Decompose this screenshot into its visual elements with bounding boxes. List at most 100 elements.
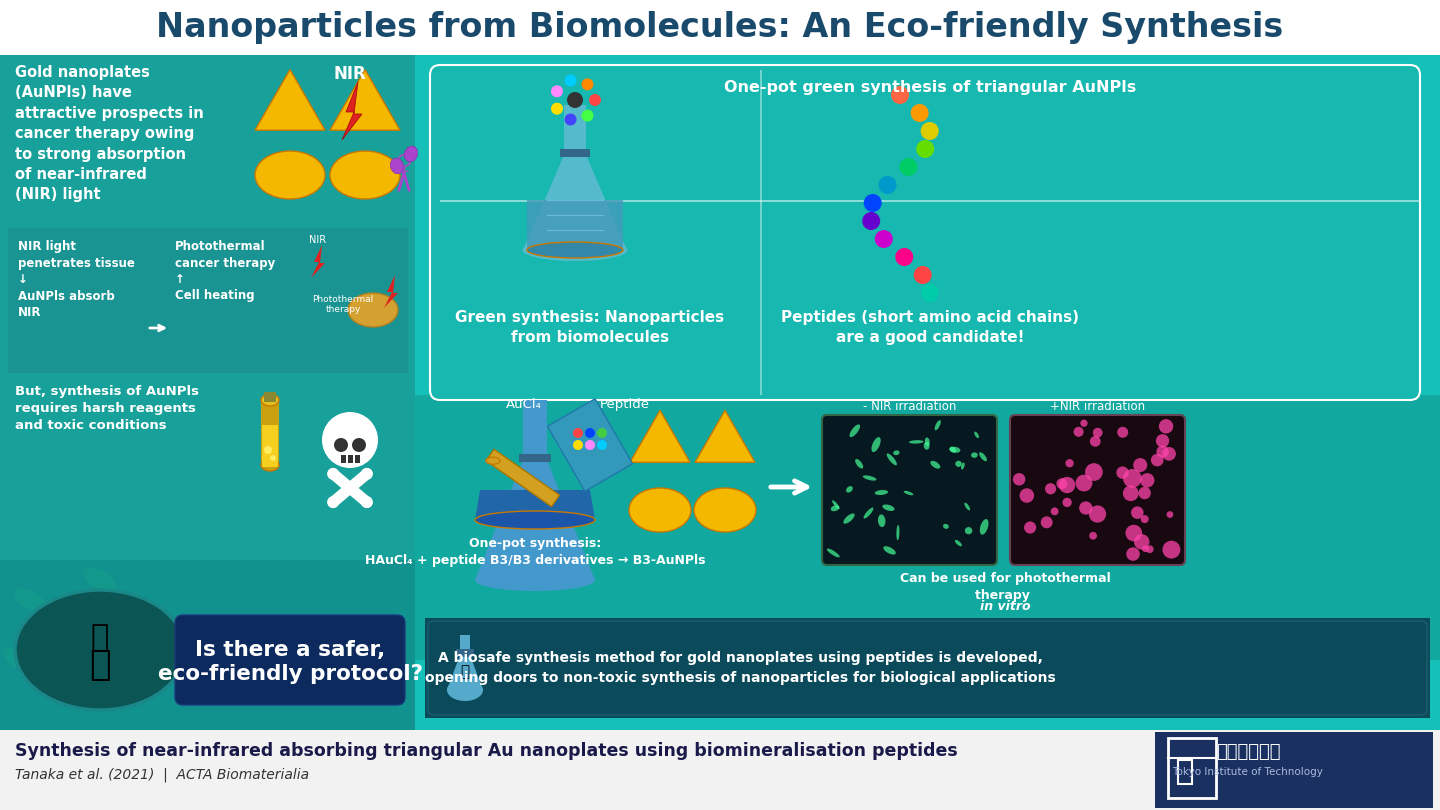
Ellipse shape — [863, 475, 877, 480]
Ellipse shape — [923, 442, 929, 450]
Ellipse shape — [475, 511, 595, 529]
Circle shape — [1156, 446, 1169, 458]
Circle shape — [1126, 548, 1140, 561]
Bar — [425, 618, 1430, 718]
Circle shape — [1139, 487, 1151, 499]
Polygon shape — [631, 411, 690, 463]
Bar — [340, 455, 360, 464]
Ellipse shape — [871, 437, 881, 452]
Circle shape — [1140, 473, 1155, 488]
Circle shape — [1076, 475, 1093, 492]
Bar — [527, 200, 624, 250]
Ellipse shape — [909, 440, 923, 444]
Circle shape — [327, 468, 340, 480]
Bar — [560, 149, 590, 157]
Circle shape — [351, 438, 366, 452]
Circle shape — [582, 79, 593, 91]
Text: +NIR irradiation: +NIR irradiation — [1050, 400, 1145, 413]
FancyBboxPatch shape — [431, 65, 1420, 400]
Circle shape — [1079, 501, 1093, 514]
Ellipse shape — [883, 505, 894, 511]
Text: Nanoparticles from Biomolecules: An Eco-friendly Synthesis: Nanoparticles from Biomolecules: An Eco-… — [157, 11, 1283, 45]
Text: Synthesis of near-infrared absorbing triangular Au nanoplates using biomineralis: Synthesis of near-infrared absorbing tri… — [14, 742, 958, 760]
Ellipse shape — [629, 488, 691, 532]
Ellipse shape — [485, 457, 500, 464]
Ellipse shape — [831, 505, 840, 511]
Bar — [356, 455, 360, 463]
Circle shape — [1086, 463, 1103, 481]
Ellipse shape — [832, 501, 840, 509]
Ellipse shape — [14, 588, 46, 612]
Circle shape — [264, 446, 272, 454]
Circle shape — [1080, 420, 1087, 427]
Text: 🌿: 🌿 — [461, 664, 469, 680]
Circle shape — [598, 440, 608, 450]
Ellipse shape — [874, 490, 888, 495]
Text: Peptide: Peptide — [600, 398, 649, 411]
FancyBboxPatch shape — [822, 415, 996, 565]
Ellipse shape — [904, 491, 913, 495]
Text: One-pot synthesis:
HAuCl₄ + peptide B3/B3 derivatives → B3-AuNPls: One-pot synthesis: HAuCl₄ + peptide B3/B… — [364, 537, 706, 567]
Circle shape — [1159, 419, 1174, 433]
Bar — [441, 200, 1420, 202]
Ellipse shape — [844, 514, 855, 524]
Circle shape — [1126, 525, 1142, 541]
Ellipse shape — [883, 546, 896, 555]
Circle shape — [920, 122, 939, 140]
Ellipse shape — [827, 548, 840, 557]
Circle shape — [323, 412, 377, 468]
Circle shape — [1117, 427, 1129, 437]
Ellipse shape — [348, 293, 397, 327]
Ellipse shape — [943, 524, 949, 529]
Text: in vitro: in vitro — [979, 600, 1030, 613]
Text: NIR: NIR — [310, 235, 327, 245]
Ellipse shape — [949, 446, 956, 453]
FancyBboxPatch shape — [428, 621, 1427, 715]
Ellipse shape — [261, 394, 279, 406]
Circle shape — [334, 438, 348, 452]
Circle shape — [361, 497, 373, 508]
Polygon shape — [485, 450, 560, 506]
Text: One-pot green synthesis of triangular AuNPls: One-pot green synthesis of triangular Au… — [724, 80, 1136, 95]
Text: Tokyo Institute of Technology: Tokyo Institute of Technology — [1172, 767, 1323, 777]
Polygon shape — [255, 70, 325, 130]
Ellipse shape — [65, 608, 96, 632]
Circle shape — [1012, 473, 1025, 485]
Circle shape — [863, 212, 880, 230]
Ellipse shape — [523, 239, 628, 261]
Circle shape — [1142, 546, 1149, 552]
Text: Gold nanoplates
(AuNPls) have
attractive prospects in
cancer therapy owing
to st: Gold nanoplates (AuNPls) have attractive… — [14, 65, 203, 202]
Circle shape — [573, 428, 583, 438]
Circle shape — [1093, 428, 1103, 437]
Circle shape — [585, 440, 595, 450]
Circle shape — [913, 266, 932, 284]
Bar — [9, 228, 408, 373]
Circle shape — [916, 140, 935, 158]
Circle shape — [582, 109, 593, 122]
Ellipse shape — [261, 459, 279, 471]
Text: NIR: NIR — [334, 65, 366, 83]
Circle shape — [878, 176, 897, 194]
Ellipse shape — [527, 242, 624, 258]
Ellipse shape — [850, 424, 860, 437]
Ellipse shape — [84, 569, 115, 592]
Circle shape — [1151, 454, 1164, 467]
Text: 🌿: 🌿 — [89, 648, 111, 682]
Circle shape — [589, 94, 600, 106]
Ellipse shape — [255, 151, 325, 199]
Bar — [264, 392, 276, 402]
Circle shape — [361, 468, 373, 480]
Circle shape — [874, 230, 893, 248]
Text: - NIR irradiation: - NIR irradiation — [863, 400, 956, 413]
Polygon shape — [475, 460, 595, 580]
Ellipse shape — [965, 503, 971, 510]
Circle shape — [573, 440, 583, 450]
Circle shape — [896, 248, 913, 266]
Ellipse shape — [878, 514, 886, 527]
Circle shape — [1089, 532, 1097, 539]
Ellipse shape — [14, 590, 184, 710]
Ellipse shape — [975, 432, 979, 438]
Bar — [0, 730, 1440, 810]
Bar — [459, 635, 469, 655]
Polygon shape — [311, 245, 325, 278]
